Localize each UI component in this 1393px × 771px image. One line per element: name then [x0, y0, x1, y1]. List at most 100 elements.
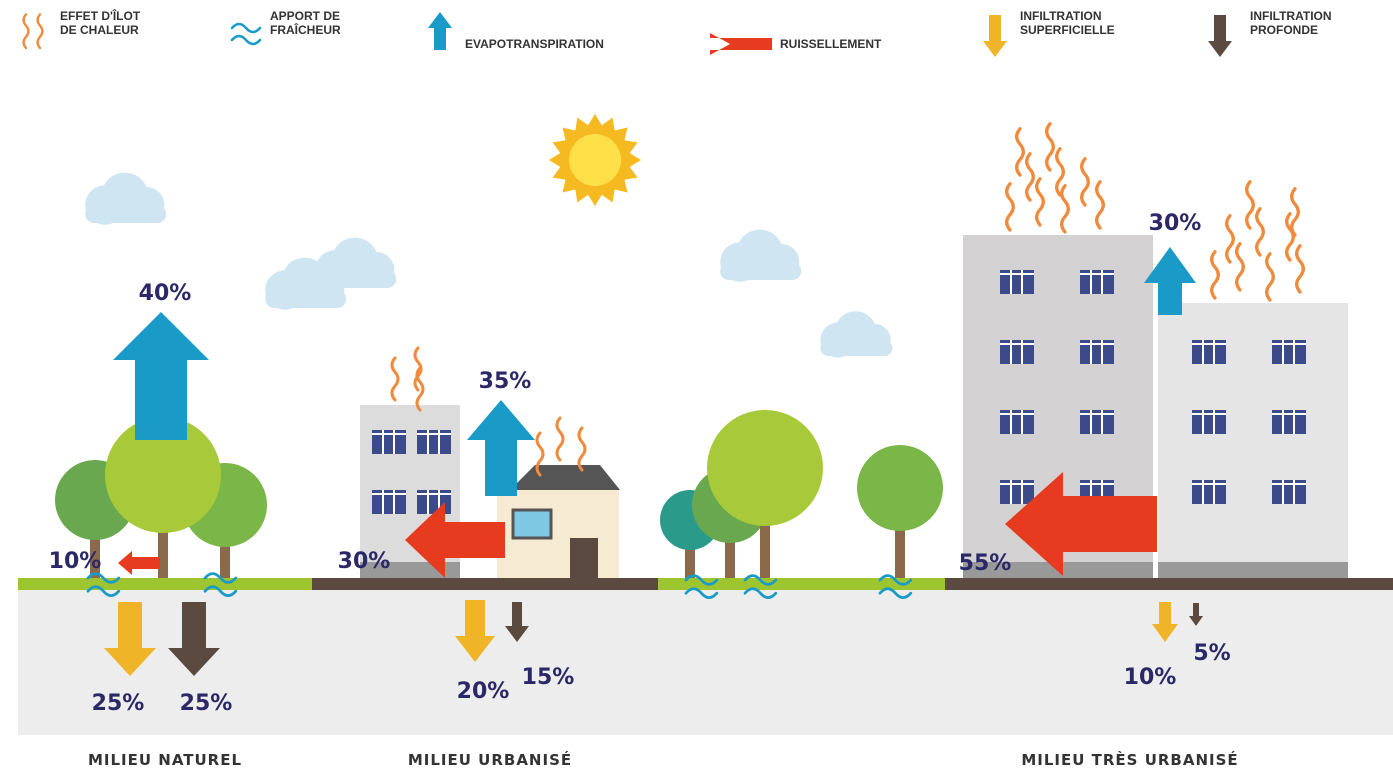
- heat-wave: [1005, 182, 1015, 232]
- arrow-up: [113, 312, 209, 440]
- arrows: [104, 247, 1203, 676]
- heat-wave: [1235, 242, 1245, 292]
- window-frame: [1000, 480, 1034, 504]
- arrow-up: [1144, 247, 1196, 315]
- infiltration-label: 5%: [1193, 641, 1230, 666]
- house-window: [511, 508, 553, 540]
- sun-ray: [575, 117, 588, 130]
- heat-wave: [535, 431, 545, 477]
- fresh-wave: [743, 574, 778, 586]
- runoff-label: 30%: [338, 549, 391, 574]
- window-frame: [1080, 410, 1114, 434]
- heat-wave: [36, 13, 44, 50]
- heat-wave: [1095, 180, 1105, 230]
- door: [570, 538, 598, 578]
- arrow-down: [168, 602, 220, 676]
- window-frame: [1080, 340, 1114, 364]
- sun-ray: [602, 117, 615, 130]
- sun-ray: [602, 190, 615, 203]
- legend-label: PROFONDE: [1250, 23, 1318, 37]
- heat-wave: [1080, 157, 1090, 207]
- arrow-left: [710, 33, 772, 55]
- legend-label: INFILTRATION: [1250, 9, 1332, 23]
- fresh-wave: [684, 587, 719, 599]
- arrow-down: [983, 15, 1007, 57]
- green-ground: [658, 578, 945, 590]
- infiltration-label: 25%: [180, 691, 233, 716]
- heat-wave: [1265, 252, 1275, 302]
- legend-label: RUISSELLEMENT: [780, 37, 882, 51]
- window-frame: [372, 430, 406, 454]
- arrow-down: [1189, 603, 1203, 626]
- cloud-part: [820, 340, 893, 356]
- heat-wave: [1060, 184, 1070, 234]
- sun-ray: [615, 180, 628, 193]
- roof: [510, 465, 620, 490]
- arrow-up: [467, 400, 535, 496]
- tower: [1158, 303, 1348, 578]
- heat-wave: [390, 356, 400, 402]
- heat-wave: [1210, 250, 1220, 300]
- sun-ray: [588, 114, 602, 125]
- runoff-label: 55%: [959, 551, 1012, 576]
- green-ground: [18, 578, 312, 590]
- heat-wave: [1055, 147, 1065, 197]
- fresh-wave: [684, 574, 719, 586]
- arrow-down: [455, 600, 495, 662]
- sun-ray: [562, 127, 575, 140]
- window-frame: [1000, 270, 1034, 294]
- heat-wave: [1035, 177, 1045, 227]
- heat-wave: [555, 416, 565, 462]
- paved-ground: [312, 578, 658, 590]
- legend-label: EFFET D'ÎLOT: [60, 8, 141, 23]
- heat-wave: [1045, 122, 1055, 172]
- tower-base: [1158, 562, 1348, 578]
- texts: 40% 10% 25% 25% 35% 30% 20% 15% 30% 55% …: [49, 211, 1238, 769]
- legend-label: INFILTRATION: [1020, 9, 1102, 23]
- legend-label: DE CHALEUR: [60, 23, 139, 37]
- arrow-left: [405, 502, 505, 578]
- window-frame: [372, 490, 406, 514]
- heat-wave: [1025, 152, 1035, 202]
- heat-wave: [1245, 180, 1255, 230]
- runoff-label: 10%: [49, 549, 102, 574]
- cloud-part: [85, 205, 167, 223]
- sun-ray: [625, 140, 638, 153]
- legend-label: EVAPOTRANSPIRATION: [465, 37, 604, 51]
- cloud-part: [265, 290, 347, 308]
- evapo-label: 30%: [1149, 211, 1202, 236]
- window-frame: [1272, 480, 1306, 504]
- infiltration-label: 15%: [522, 665, 575, 690]
- arrow-down: [1208, 15, 1232, 57]
- arrow-down: [1152, 602, 1178, 642]
- cloud: [720, 229, 802, 282]
- fresh-wave: [203, 585, 238, 597]
- evapo-label: 40%: [139, 281, 192, 306]
- sun-ray: [562, 180, 575, 193]
- sun-ray: [552, 167, 565, 180]
- sun-ray: [575, 190, 588, 203]
- cloud: [265, 257, 347, 310]
- legend-label: FRAÎCHEUR: [270, 22, 341, 37]
- heat-wave: [1225, 214, 1235, 264]
- arrow-down: [505, 602, 529, 642]
- zone-label: MILIEU URBANISÉ: [408, 750, 572, 769]
- window-frame: [417, 430, 451, 454]
- fresh-wave: [878, 587, 913, 599]
- canopy: [707, 410, 823, 526]
- zone-label: MILIEU TRÈS URBANISÉ: [1021, 750, 1238, 769]
- cloud-part: [720, 262, 802, 280]
- legend-label: APPORT DE: [270, 9, 340, 23]
- arrow-down: [104, 602, 156, 676]
- sun-ray: [549, 153, 560, 167]
- paved-ground: [945, 578, 1393, 590]
- legend-item: RUISSELLEMENT: [710, 33, 882, 55]
- evapo-label: 35%: [479, 369, 532, 394]
- heat-wave: [1285, 212, 1295, 262]
- window-frame: [1192, 340, 1226, 364]
- arrow-left: [1005, 472, 1157, 576]
- fresh-wave: [86, 572, 121, 584]
